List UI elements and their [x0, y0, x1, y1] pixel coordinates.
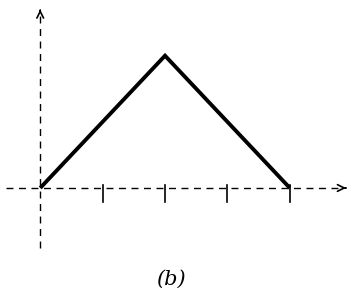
Text: (b): (b): [157, 270, 186, 289]
